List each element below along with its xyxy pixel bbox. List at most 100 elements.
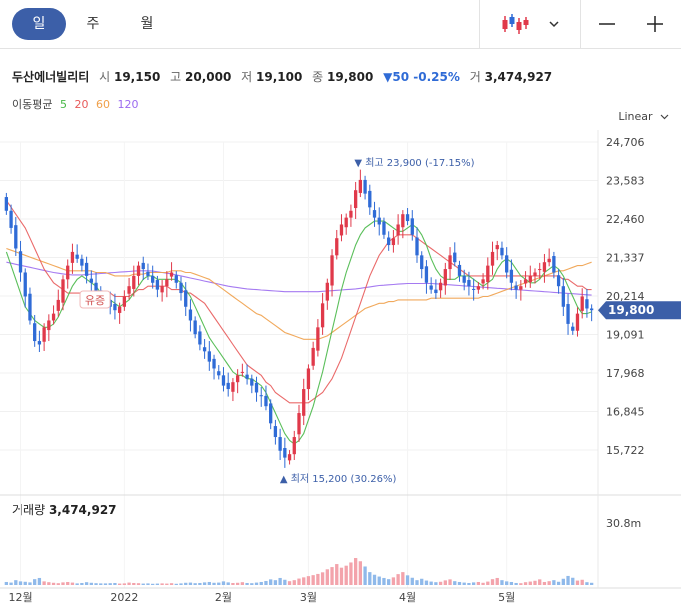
candle-body — [179, 282, 183, 294]
volume-bar — [207, 581, 211, 585]
candle-body — [51, 313, 56, 321]
volume-bar — [66, 581, 70, 585]
volume-bar — [311, 575, 315, 585]
tab-monthly[interactable]: 월 — [140, 16, 154, 32]
candle-body — [174, 275, 178, 283]
volume-bar — [538, 579, 542, 585]
ma20-legend: 20 — [74, 98, 89, 111]
candle-body — [571, 326, 575, 331]
candle-body — [202, 347, 207, 352]
volume-bar — [505, 581, 509, 585]
candle-body — [250, 378, 254, 386]
volume-bar — [467, 582, 471, 585]
scale-mode-select[interactable]: Linear — [618, 110, 669, 123]
candle-body — [453, 252, 457, 263]
candle-body — [217, 371, 221, 376]
ma120-line — [6, 261, 592, 296]
candle-body — [169, 272, 174, 277]
candle-body — [368, 190, 372, 208]
scale-mode-label: Linear — [618, 110, 653, 123]
zoom-in-button[interactable] — [638, 0, 672, 48]
volume-bar — [23, 581, 27, 585]
chart-toolbar: 일 주 월 — [0, 0, 681, 49]
candle-body — [273, 426, 278, 438]
volume-bar — [198, 582, 202, 585]
volume-bar — [292, 580, 296, 585]
candle-body — [47, 320, 51, 331]
candle-body — [438, 282, 443, 291]
chart-type-select[interactable] — [480, 0, 580, 48]
volume-bar — [94, 583, 98, 585]
moving-average-legend: 이동평균 5 20 60 120 — [12, 96, 142, 112]
volume-bar — [420, 578, 424, 585]
candle-body — [580, 296, 584, 311]
volume-bar — [561, 578, 565, 585]
tab-daily[interactable]: 일 — [12, 8, 66, 40]
minus-icon — [599, 23, 615, 25]
y-tick-label: 20,214 — [606, 290, 645, 303]
candle-body — [132, 275, 136, 289]
volume-bar — [18, 581, 23, 585]
open-label: 시 — [99, 70, 111, 84]
high-annotation: ▼ 최고 23,900 (-17.15%) — [354, 157, 474, 169]
high-value: 20,000 — [185, 70, 232, 84]
volume-bar — [457, 581, 462, 585]
volume-bar — [51, 582, 56, 585]
candle-body — [9, 210, 13, 228]
candle-body — [226, 382, 230, 390]
volume-bar — [429, 581, 433, 585]
volume-bar — [84, 582, 89, 585]
candle-body — [151, 275, 155, 283]
candle-body — [311, 347, 315, 366]
volume-bar — [132, 582, 136, 585]
plus-icon — [647, 16, 663, 32]
candle-body — [585, 299, 589, 309]
candle-body — [339, 224, 344, 236]
candle-body — [193, 320, 197, 335]
candle-body — [410, 218, 414, 235]
volume-bar — [476, 581, 481, 585]
candle-body — [23, 272, 27, 297]
candle-body — [240, 371, 245, 373]
volume-bar — [136, 583, 141, 585]
volume-bar — [269, 579, 273, 585]
volume-bar — [42, 581, 46, 585]
candle-body — [259, 395, 263, 397]
volume-bar — [28, 582, 32, 585]
candle-body — [37, 341, 42, 345]
candle-body — [4, 197, 9, 211]
volume-bar — [89, 582, 93, 585]
volume-bar — [56, 583, 60, 585]
candle-body — [344, 217, 348, 228]
tab-weekly[interactable]: 주 — [86, 16, 100, 32]
candle-body — [490, 251, 495, 266]
volume-bar — [424, 580, 429, 585]
volume-bar — [486, 581, 490, 585]
volume-panel-value: 3,474,927 — [48, 503, 117, 517]
volume-bar — [415, 580, 419, 585]
volume-bar — [353, 558, 358, 585]
candle-body — [420, 255, 424, 270]
volume-bar — [519, 583, 523, 585]
volume-bar — [533, 580, 537, 585]
candle-body — [184, 290, 188, 307]
candle-body — [278, 437, 282, 451]
candle-body — [136, 265, 141, 276]
volume-bar — [9, 582, 13, 585]
zoom-out-button[interactable] — [590, 0, 624, 48]
x-tick-label: 2022 — [110, 591, 138, 604]
current-price-label: 19,800 — [608, 303, 654, 317]
volume-bar — [264, 580, 268, 585]
toolbar-divider — [479, 0, 480, 48]
candle-body — [377, 217, 381, 225]
volume-bar — [453, 581, 457, 585]
volume-bar — [401, 572, 405, 585]
candle-body — [552, 256, 556, 273]
volume-bar — [443, 580, 447, 585]
volume-bar — [188, 582, 193, 585]
candle-body — [448, 255, 452, 270]
candle-body — [127, 286, 131, 294]
volume-bar — [179, 583, 183, 585]
volume-bar — [80, 582, 84, 585]
